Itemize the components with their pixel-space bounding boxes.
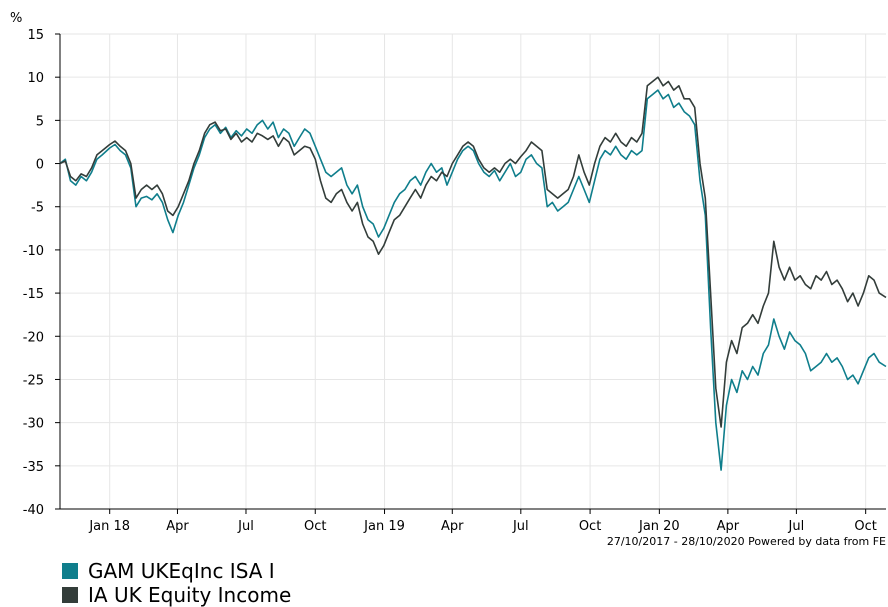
- x-tick-label: Jul: [512, 519, 529, 534]
- series-lines: [59, 76, 887, 471]
- legend: GAM UKEqInc ISA I IA UK Equity Income: [62, 559, 291, 607]
- y-tick-label: -40: [23, 503, 44, 518]
- x-tick-label: Jul: [237, 519, 254, 534]
- x-tick-labels: Jan 18 Apr Jul Oct Jan 19 Apr Jul Oct Jan 20 Apr J…: [88, 519, 877, 534]
- y-tick-label: 5: [36, 114, 44, 129]
- x-tick-label: Oct: [579, 519, 601, 534]
- y-tick-label: -30: [23, 417, 44, 432]
- y-tick-label: 0: [36, 158, 44, 173]
- legend-label-fund: GAM UKEqInc ISA I: [88, 559, 275, 583]
- axes: [55, 33, 886, 514]
- y-tick-label: -25: [23, 373, 44, 388]
- y-tick-label: -15: [23, 287, 44, 302]
- x-tick-label: Jul: [788, 519, 805, 534]
- y-tick-label: 10: [27, 71, 44, 86]
- y-tick-label: 15: [27, 28, 44, 43]
- legend-item-sector[interactable]: IA UK Equity Income: [62, 583, 291, 607]
- legend-item-fund[interactable]: GAM UKEqInc ISA I: [62, 559, 291, 583]
- series-line-1: [59, 76, 887, 428]
- x-tick-label: Oct: [854, 519, 876, 534]
- y-tick-label: -20: [23, 330, 44, 345]
- legend-swatch-fund: [62, 563, 78, 579]
- grid-lines: [60, 33, 886, 510]
- y-tick-label: -35: [23, 460, 44, 475]
- x-tick-label: Apr: [166, 519, 189, 534]
- x-tick-label: Jan 20: [638, 519, 680, 534]
- legend-label-sector: IA UK Equity Income: [88, 583, 292, 607]
- line-chart: % 15 10 5 0 -5 -10 -15 -20 -25 -30 -35 -40 Jan 18 Ap…: [10, 11, 887, 548]
- x-tick-label: Oct: [304, 519, 326, 534]
- date-range-footer: 27/10/2017 - 28/10/2020 Powered by data …: [607, 535, 886, 548]
- y-tick-label: -10: [23, 244, 44, 259]
- y-tick-labels: 15 10 5 0 -5 -10 -15 -20 -25 -30 -35 -40: [23, 28, 44, 518]
- y-tick-label: -5: [31, 201, 44, 216]
- x-tick-label: Apr: [441, 519, 464, 534]
- series-line-0: [59, 89, 887, 471]
- legend-swatch-sector: [62, 587, 78, 603]
- x-tick-label: Jan 19: [363, 519, 405, 534]
- x-tick-label: Apr: [717, 519, 740, 534]
- y-axis-unit-label: %: [10, 11, 22, 26]
- x-tick-label: Jan 18: [88, 519, 130, 534]
